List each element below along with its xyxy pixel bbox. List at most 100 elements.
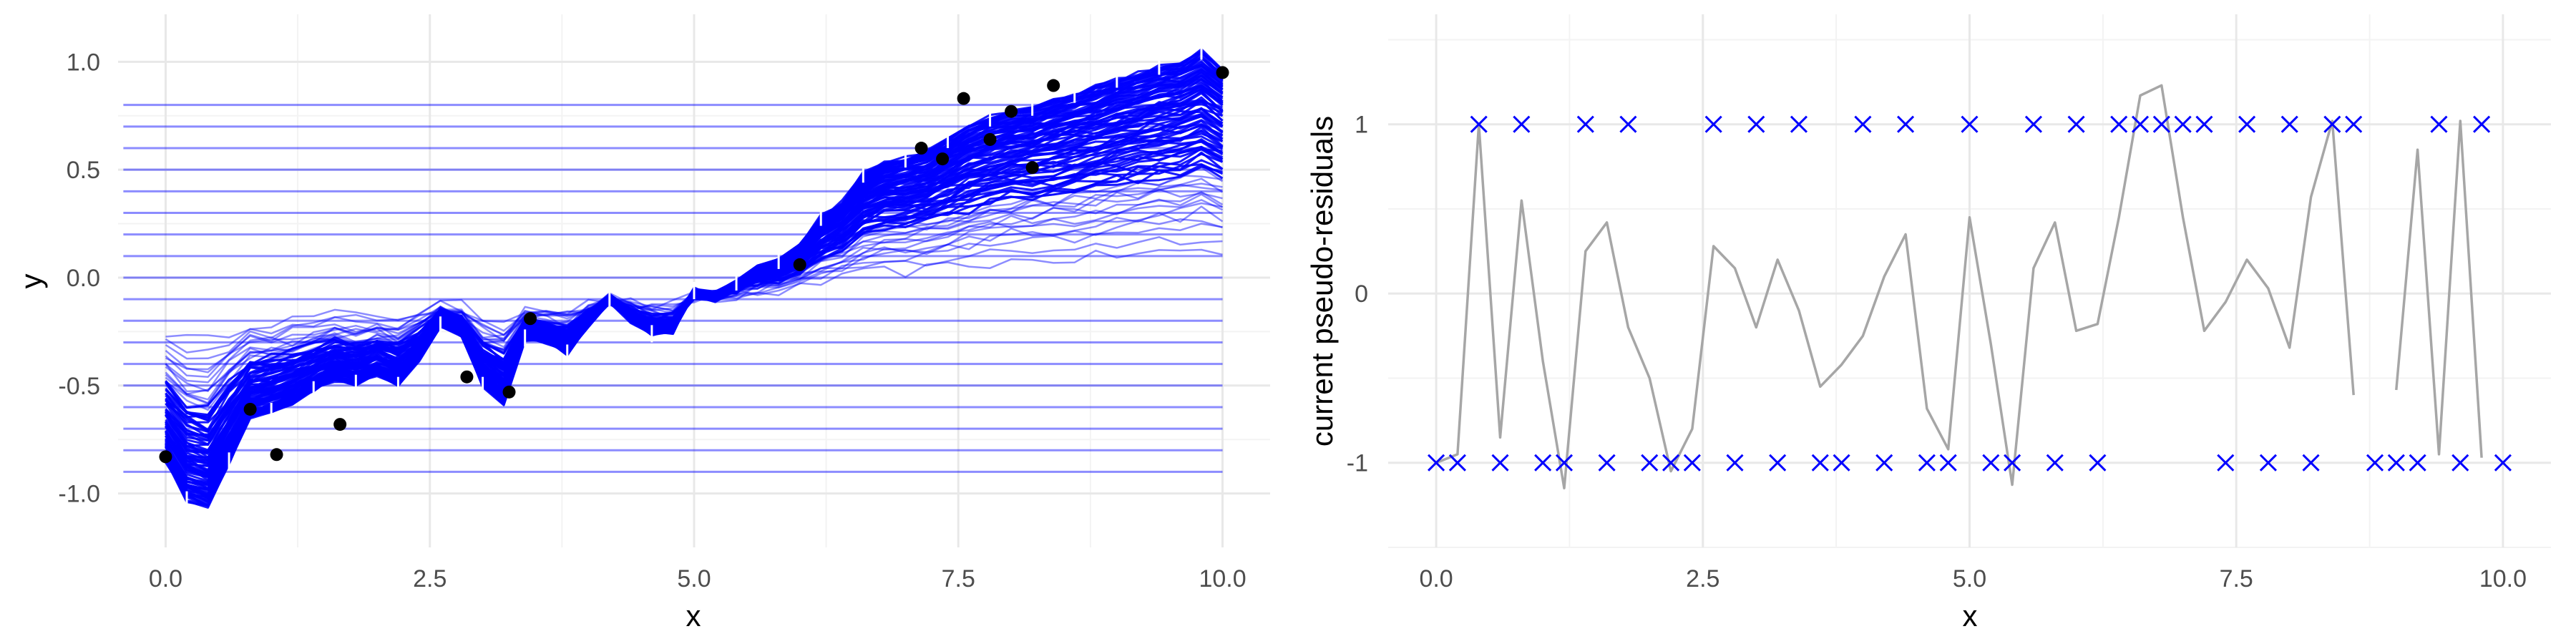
sign-marker [2430,115,2448,133]
sign-marker-stroke [2131,115,2150,133]
sign-marker [1683,454,1701,472]
sign-marker-stroke [1555,454,1574,472]
sign-marker [1726,454,1744,472]
sign-marker-stroke [2366,454,2384,472]
sign-marker [1555,454,1574,472]
sign-marker-stroke [1961,115,1979,133]
sign-marker-stroke [2473,115,2491,133]
sign-marker-stroke [2217,454,2235,472]
sign-marker-stroke [1854,115,1872,133]
sign-marker-stroke [1470,115,1488,133]
residual-line-segment [1435,84,2355,489]
left-y-tick-label: 1.0 [67,49,100,76]
sign-marker-stroke [1448,454,1466,472]
sign-marker-stroke [1619,115,1637,133]
sign-marker [1833,454,1850,472]
sign-marker-stroke [2280,115,2298,133]
sign-marker-stroke [2494,454,2512,472]
right-major-gridlines [1388,14,2551,547]
sign-marker [2004,454,2021,472]
right-y-tick-label: -1 [1347,450,1368,477]
left-y-tick-label: -1.0 [58,481,100,508]
sign-marker-stroke [1641,454,1659,472]
sign-marker-stroke [2046,454,2064,472]
sign-marker [2089,454,2107,472]
sign-marker-stroke [1833,454,1850,472]
right-x-tick-label: 5.0 [1953,565,1986,592]
observed-point [1005,104,1018,118]
sign-marker [2217,454,2235,472]
sign-marker-stroke [1683,454,1701,472]
left-y-tick-label: 0.5 [67,157,100,184]
sign-marker [1896,115,1915,133]
sign-marker [1939,454,1957,472]
left-x-tick-label: 5.0 [677,565,711,592]
sign-marker [2280,115,2298,133]
left-y-tick-label: 0.0 [67,265,100,292]
left-observed-points [159,66,1229,464]
sign-marker [2046,454,2064,472]
sign-marker [1704,115,1722,133]
sign-marker-stroke [1726,454,1744,472]
left-x-tick-label: 0.0 [149,565,182,592]
sign-marker-stroke [1428,454,1445,472]
observed-point [1047,79,1060,92]
sign-marker-stroke [1875,454,1893,472]
right-x-tick-label: 0.0 [1419,565,1453,592]
sign-marker [1662,454,1680,472]
sign-marker-stroke [2067,115,2085,133]
right-x-tick-label: 2.5 [1686,565,1719,592]
right-x-tick-labels: 0.0 2.5 5.0 7.5 10.0 [1419,565,2527,592]
observed-point [502,385,516,399]
observed-point [460,370,474,384]
left-y-axis-title: y [14,274,48,289]
sign-marker [1875,454,1893,472]
sign-marker-stroke [1918,454,1936,472]
right-x-tick-label: 7.5 [2220,565,2253,592]
sign-marker-stroke [1811,454,1829,472]
left-y-tick-labels: -1.0 -0.5 0.0 0.5 1.0 [58,49,100,507]
sign-marker [1428,454,1445,472]
sign-marker [1854,115,1872,133]
observed-point [159,450,172,464]
sign-marker [2451,454,2469,472]
sign-marker-stroke [1982,454,2000,472]
sign-marker-stroke [1939,454,1957,472]
sign-marker [2345,115,2363,133]
sign-marker-stroke [2430,115,2448,133]
sign-marker [1641,454,1659,472]
observed-point [270,448,283,462]
observed-point [914,142,928,155]
sign-marker-stroke [2387,454,2405,472]
left-flat-iteration-lines [123,104,1223,473]
sign-marker [2302,454,2320,472]
sign-marker [1790,115,1808,133]
sign-marker-stroke [2451,454,2469,472]
ensemble-curve [165,191,1224,393]
sign-marker-stroke [1513,115,1531,133]
right-y-tick-label: 0 [1355,280,1368,308]
sign-marker-stroke [1896,115,1915,133]
sign-marker [1513,115,1531,133]
right-x-axis-title: x [1963,599,1978,633]
observed-point [983,132,997,146]
sign-marker [2152,115,2170,133]
sign-marker [1576,115,1594,133]
sign-marker [1470,115,1488,133]
sign-marker [2131,115,2150,133]
sign-marker-stroke [1598,454,1616,472]
right-x-tick-label: 10.0 [2479,565,2527,592]
sign-marker-stroke [2004,454,2021,472]
sign-marker [2024,115,2043,133]
sign-marker [2473,115,2491,133]
sign-marker [2238,115,2256,133]
left-x-axis-title: x [686,599,701,633]
sign-marker-stroke [2195,115,2213,133]
observed-point [1025,161,1039,175]
sign-marker-stroke [2409,454,2426,472]
sign-marker-stroke [2238,115,2256,133]
sign-marker [2110,115,2128,133]
sign-marker-stroke [2323,115,2341,133]
observed-point [1216,66,1229,79]
observed-point [793,258,806,271]
